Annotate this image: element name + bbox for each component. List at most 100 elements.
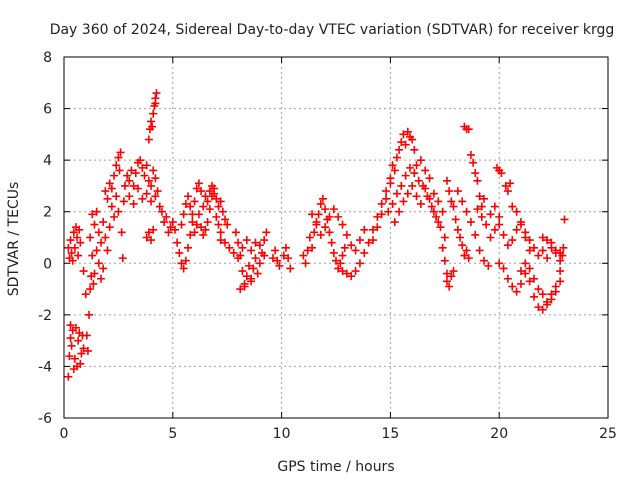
data-point: [336, 259, 345, 268]
data-point: [271, 246, 280, 255]
data-point: [495, 259, 504, 268]
data-point: [388, 161, 397, 170]
data-point: [321, 223, 330, 232]
data-point: [475, 192, 484, 201]
data-point: [410, 169, 419, 178]
data-point: [425, 194, 434, 203]
data-point: [440, 256, 449, 265]
y-tick-label: -4: [38, 359, 52, 375]
data-point: [110, 171, 119, 180]
data-point: [68, 256, 77, 265]
data-point: [312, 220, 321, 229]
data-point: [207, 181, 216, 190]
data-point: [303, 246, 312, 255]
grid-lines: [64, 57, 608, 418]
data-point: [347, 272, 356, 281]
data-point: [316, 199, 325, 208]
data-point: [299, 251, 308, 260]
data-point: [466, 150, 475, 159]
y-tick-label: -6: [38, 411, 52, 427]
data-point: [155, 202, 164, 211]
data-point: [92, 246, 101, 255]
data-point: [403, 127, 412, 136]
data-point: [229, 248, 238, 257]
data-point: [192, 220, 201, 229]
data-point: [152, 89, 161, 98]
data-point: [325, 228, 334, 237]
data-point: [538, 290, 547, 299]
data-point: [118, 254, 127, 263]
data-point: [157, 207, 166, 216]
data-point: [138, 163, 147, 172]
data-point: [253, 269, 262, 278]
data-point: [410, 145, 419, 154]
data-point: [83, 346, 92, 355]
data-point: [525, 236, 534, 245]
data-point: [94, 228, 103, 237]
data-point: [69, 228, 78, 237]
data-point: [516, 220, 525, 229]
data-point: [495, 212, 504, 221]
data-point: [471, 230, 480, 239]
data-point: [347, 241, 356, 250]
data-point: [110, 212, 119, 221]
data-point: [133, 184, 142, 193]
data-point: [338, 251, 347, 260]
data-point: [477, 202, 486, 211]
data-point: [284, 254, 293, 263]
data-point: [153, 187, 162, 196]
data-point: [434, 218, 443, 227]
data-point: [559, 243, 568, 252]
data-point: [162, 212, 171, 221]
data-point: [101, 233, 110, 242]
data-point: [490, 225, 499, 234]
data-point: [395, 207, 404, 216]
data-point: [151, 192, 160, 201]
data-point: [384, 207, 393, 216]
data-point: [453, 187, 462, 196]
data-point: [355, 236, 364, 245]
x-tick-label: 25: [599, 426, 617, 442]
data-point: [392, 153, 401, 162]
data-point: [177, 220, 186, 229]
data-point: [71, 323, 80, 332]
data-point: [205, 187, 214, 196]
data-point: [530, 292, 539, 301]
data-point: [556, 277, 565, 286]
data-point: [538, 246, 547, 255]
data-point: [360, 248, 369, 257]
data-point: [247, 277, 256, 286]
data-points: [64, 89, 569, 381]
data-point: [382, 187, 391, 196]
data-point: [469, 158, 478, 167]
data-point: [414, 176, 423, 185]
data-point: [521, 259, 530, 268]
data-point: [149, 225, 158, 234]
data-point: [149, 109, 158, 118]
data-point: [225, 243, 234, 252]
data-point: [340, 243, 349, 252]
data-point: [236, 285, 245, 294]
data-point: [203, 218, 212, 227]
data-point: [199, 202, 208, 211]
data-point: [451, 215, 460, 224]
data-point: [255, 259, 264, 268]
data-point: [416, 199, 425, 208]
data-point: [355, 259, 364, 268]
y-tick-label: 2: [43, 205, 52, 221]
data-point: [334, 264, 343, 273]
data-point: [117, 228, 126, 237]
data-point: [192, 184, 201, 193]
data-point: [238, 243, 247, 252]
y-tick-label: 8: [43, 50, 52, 66]
data-point: [506, 179, 515, 188]
data-point: [447, 272, 456, 281]
data-point: [308, 243, 317, 252]
data-point: [388, 199, 397, 208]
data-point: [512, 287, 521, 296]
data-point: [351, 267, 360, 276]
data-point: [301, 259, 310, 268]
data-point: [442, 176, 451, 185]
data-point: [512, 207, 521, 216]
data-point: [373, 212, 382, 221]
